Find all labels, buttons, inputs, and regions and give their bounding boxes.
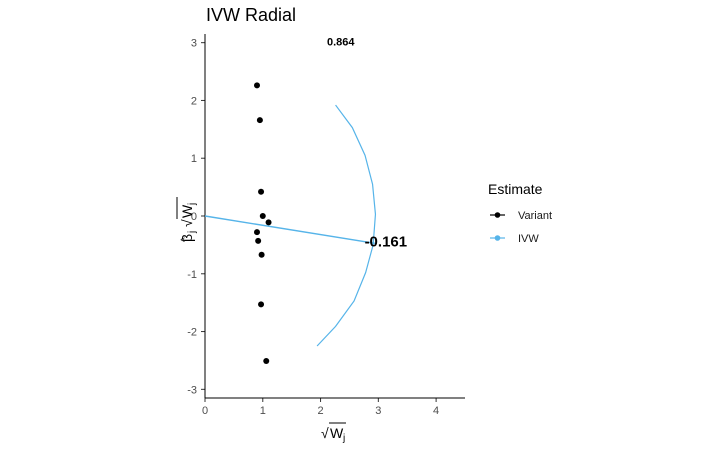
y-axis-label: ^ β j √ W j — [176, 197, 198, 242]
x-label-radical: √ — [321, 425, 329, 441]
variant-point — [263, 358, 270, 365]
x-tick-label: 2 — [317, 405, 323, 417]
y-tick-label: 1 — [191, 153, 197, 165]
legend-title: Estimate — [488, 181, 543, 197]
annotations: 0.864 -0.161 — [327, 37, 407, 251]
x-tick-label: 0 — [202, 405, 208, 417]
legend-item-variant: Variant — [490, 210, 552, 222]
y-label-beta: β — [179, 234, 195, 242]
annotation-label: 0.864 — [327, 37, 355, 49]
legend-ivw-marker — [494, 235, 501, 241]
x-tick-label: 4 — [433, 405, 439, 417]
y-axis-ticks: -3 -2 -1 0 1 2 3 — [187, 38, 205, 396]
y-tick-label: 3 — [191, 38, 197, 50]
y-tick-label: 2 — [191, 95, 197, 107]
x-tick-label: 1 — [260, 405, 266, 417]
y-tick-label: -1 — [187, 269, 197, 281]
ivw-estimate-line — [204, 215, 375, 245]
annotation-label: -0.161 — [365, 234, 408, 251]
legend-variant-label: Variant — [518, 210, 552, 222]
y-label-base: W — [179, 204, 195, 218]
y-label-hat: ^ — [180, 237, 191, 242]
variant-point — [256, 117, 263, 124]
x-tick-label: 3 — [375, 405, 381, 417]
y-tick-label: 0 — [191, 211, 197, 223]
chart-title: IVW Radial — [206, 5, 296, 25]
variant-point — [255, 237, 262, 244]
variant-point — [265, 219, 272, 226]
legend-variant-marker — [494, 212, 501, 218]
legend-ivw-label: IVW — [518, 233, 539, 245]
y-label-sub2: j — [187, 203, 198, 206]
y-label-sub: j — [187, 231, 198, 234]
y-tick-label: -2 — [187, 327, 197, 339]
variant-points — [254, 82, 272, 365]
variant-point — [254, 82, 260, 89]
y-tick-label: -3 — [187, 384, 197, 396]
ivw-arc — [316, 104, 377, 347]
y-label-radical: √ — [179, 219, 195, 227]
x-axis-label: √ W j — [321, 422, 346, 444]
variant-point — [259, 213, 266, 219]
ivw-layer — [204, 104, 377, 347]
variant-point — [258, 188, 265, 195]
x-axis-ticks: 0 1 2 3 4 — [202, 398, 439, 417]
variant-point — [258, 251, 265, 258]
legend: Estimate Variant IVW — [488, 181, 552, 245]
legend-item-ivw: IVW — [490, 233, 539, 245]
x-label-sub: j — [342, 433, 345, 444]
variant-point — [258, 301, 265, 308]
x-label-base: W — [330, 425, 344, 441]
variant-point — [254, 229, 260, 236]
